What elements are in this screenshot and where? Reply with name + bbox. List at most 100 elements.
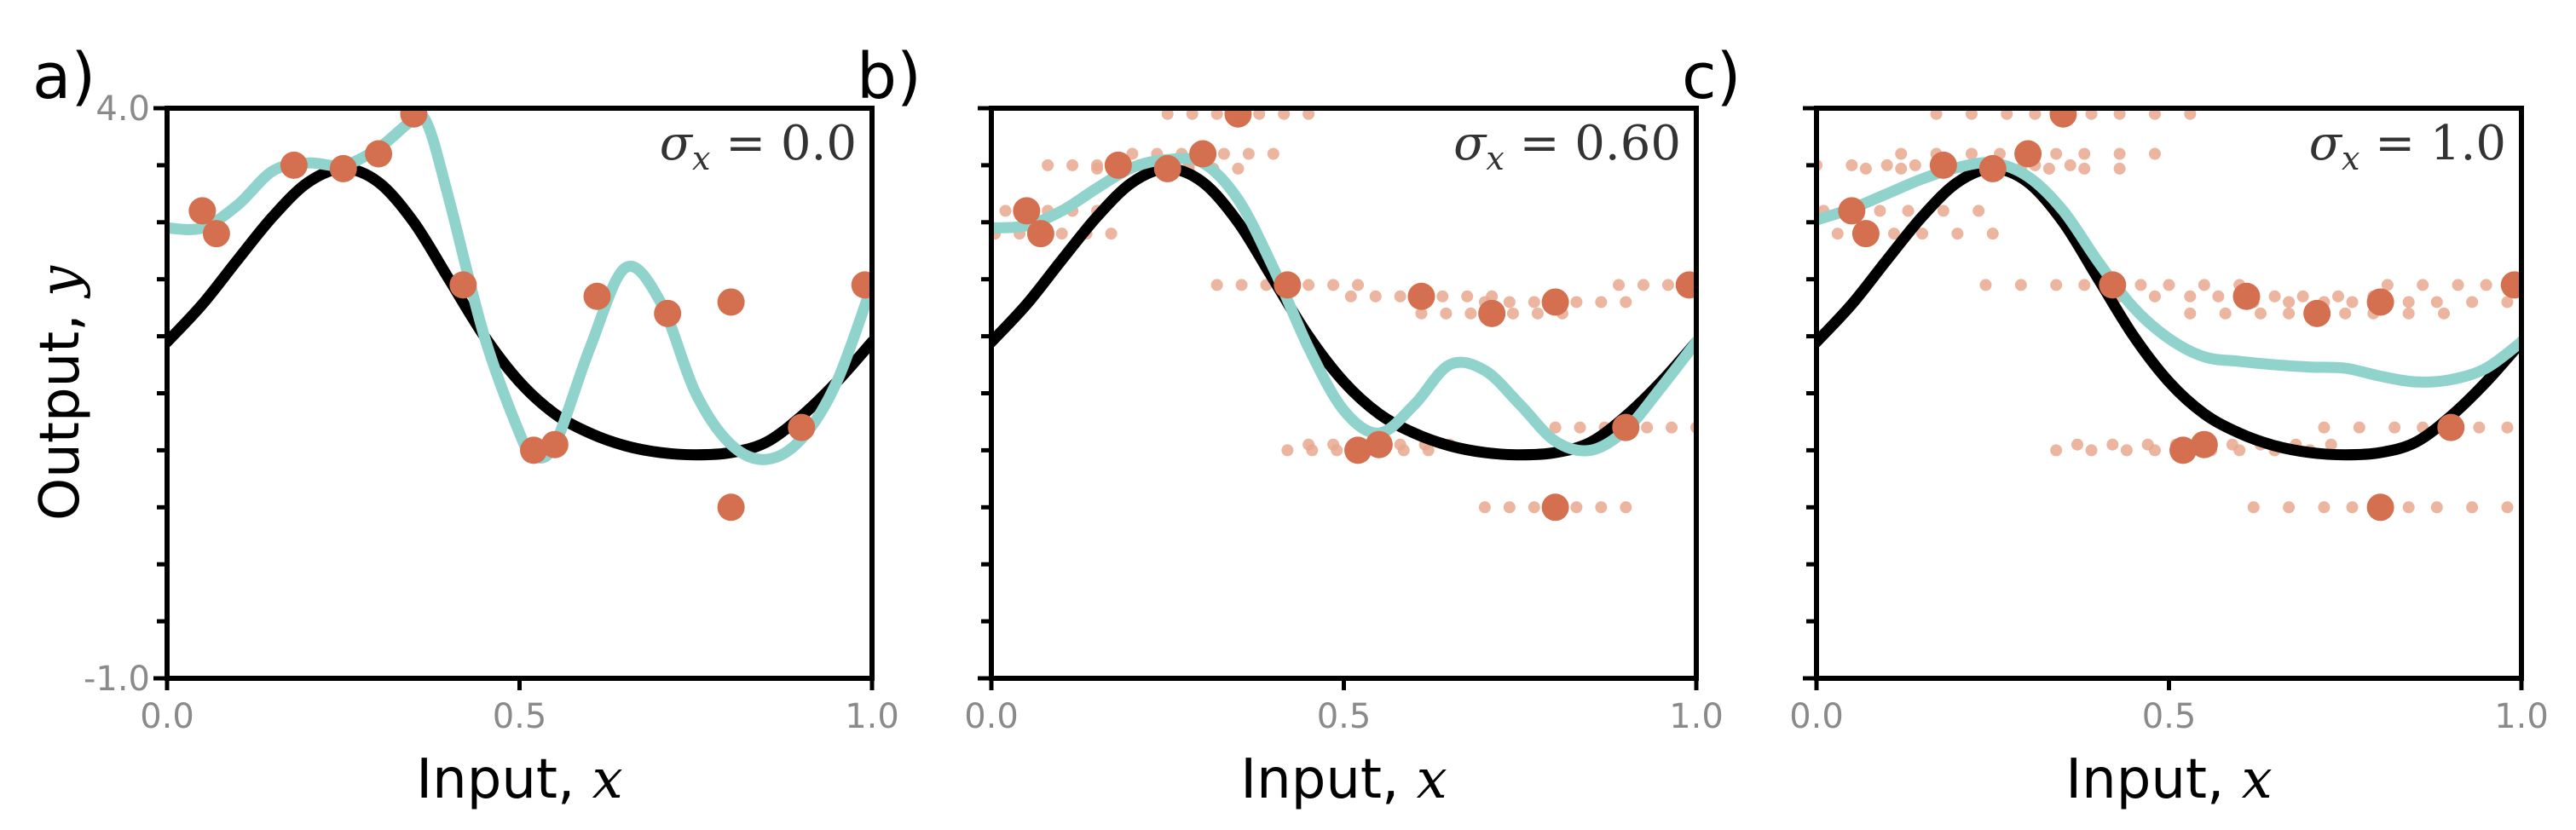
noisy-sample-point (1620, 501, 1632, 514)
training-data-point (1541, 493, 1569, 522)
noisy-sample-point (1503, 501, 1516, 514)
training-data-point (1189, 140, 1217, 168)
noisy-sample-point (1397, 444, 1410, 457)
noisy-sample-point (2452, 279, 2464, 291)
noisy-sample-point (1637, 279, 1649, 291)
noisy-sample-point (2212, 290, 2225, 303)
x-axis-label: Input, x (2065, 748, 2273, 811)
noisy-sample-point (2184, 108, 2197, 120)
noisy-sample-point (1091, 159, 1104, 171)
noisy-sample-point (1666, 421, 1678, 434)
panel-label: b) (857, 40, 921, 113)
training-data-point (540, 430, 569, 458)
noisy-sample-point (2148, 290, 2161, 303)
training-data-point (2190, 430, 2218, 458)
training-data-point (280, 151, 308, 179)
training-data-point (329, 154, 357, 182)
training-data-point (1541, 288, 1569, 316)
noisy-sample-point (2148, 147, 2161, 160)
noisy-sample-point (2255, 307, 2267, 320)
noisy-sample-point (1972, 205, 1985, 217)
noisy-sample-point (1186, 108, 1198, 120)
x-tick-label: 0.5 (1317, 697, 1372, 736)
noisy-sample-point (2388, 421, 2401, 434)
x-tick-label: 1.0 (2494, 697, 2549, 736)
training-data-point (2232, 282, 2261, 310)
noisy-sample-point (2501, 421, 2514, 434)
noisy-sample-point (2219, 307, 2232, 320)
noisy-sample-point (1570, 501, 1583, 514)
noisy-sample-point (2268, 290, 2281, 303)
training-data-point (654, 299, 682, 327)
training-data-point (400, 108, 428, 128)
training-data-point (1612, 413, 1640, 441)
plot-area (991, 108, 1696, 522)
noisy-sample-point (1965, 147, 1978, 160)
noisy-sample-point (2318, 421, 2331, 434)
training-data-point (365, 140, 393, 168)
noisy-sample-point (2014, 279, 2027, 291)
noisy-sample-point (2233, 444, 2246, 457)
x-axis-label: Input, x (1240, 748, 1447, 811)
training-data-point (1344, 436, 1372, 464)
noisy-sample-point (1986, 228, 1999, 240)
noisy-sample-point (2353, 421, 2365, 434)
training-data-point (1851, 220, 1880, 248)
noisy-sample-point (1909, 159, 1921, 171)
noisy-sample-point (2325, 438, 2337, 451)
x-tick-label: 0.5 (2142, 697, 2197, 736)
noisy-sample-point (1887, 228, 1900, 240)
x-tick-label: 0.5 (493, 697, 547, 736)
training-data-point (1104, 151, 1132, 179)
noisy-sample-point (2466, 501, 2479, 514)
noisy-sample-point (1979, 279, 1992, 291)
noisy-sample-point (2085, 444, 2098, 457)
noisy-sample-point (1464, 307, 1477, 320)
noisy-sample-point (1613, 279, 1626, 291)
noisy-sample-point (2148, 108, 2161, 120)
training-data-point (583, 282, 611, 310)
training-data-point (2437, 413, 2465, 441)
noisy-sample-point (1531, 307, 1544, 320)
noisy-sample-point (1859, 162, 1872, 175)
noisy-sample-point (2113, 108, 2126, 120)
training-data-point (1153, 154, 1181, 182)
training-data-point (1365, 430, 1393, 458)
noisy-sample-point (2466, 296, 2479, 308)
noisy-sample-point (1422, 444, 1435, 457)
plot-area (167, 108, 872, 522)
noisy-sample-point (1369, 290, 1382, 303)
noisy-sample-point (1352, 279, 1365, 291)
training-data-point (2303, 299, 2331, 327)
panel-c: 0.0 0.5 1.0 c) σx = 1.0 Input, x (1682, 40, 2549, 811)
training-data-point (2099, 271, 2127, 299)
noisy-sample-point (2480, 279, 2492, 291)
noisy-sample-point (2078, 162, 2091, 175)
noisy-sample-point (1845, 159, 1858, 171)
noisy-sample-point (1831, 228, 1844, 240)
noisy-sample-point (1436, 290, 1449, 303)
noisy-sample-point (1281, 444, 1294, 457)
noisy-sample-point (2078, 279, 2091, 291)
plot-area (1816, 108, 2521, 522)
noisy-sample-point (2501, 501, 2514, 514)
noisy-sample-point (2134, 279, 2147, 291)
noisy-sample-point (2001, 108, 2013, 120)
noisy-sample-point (2296, 290, 2309, 303)
training-data-point (2169, 436, 2198, 464)
y-tick-label: 4.0 (95, 89, 150, 129)
training-data-point (188, 197, 217, 225)
noisy-sample-point (1253, 108, 1266, 120)
noisy-sample-point (1066, 159, 1079, 171)
noisy-sample-point (1951, 228, 1964, 240)
y-axis-label: Output, y (29, 265, 92, 521)
training-data-point (1929, 151, 1957, 179)
x-tick-label: 1.0 (845, 697, 899, 736)
noisy-sample-point (2473, 421, 2486, 434)
noisy-sample-point (2148, 444, 2161, 457)
noisy-sample-point (2417, 279, 2429, 291)
training-data-point (1407, 282, 1435, 310)
noisy-sample-point (1344, 290, 1357, 303)
training-data-point (717, 288, 745, 316)
